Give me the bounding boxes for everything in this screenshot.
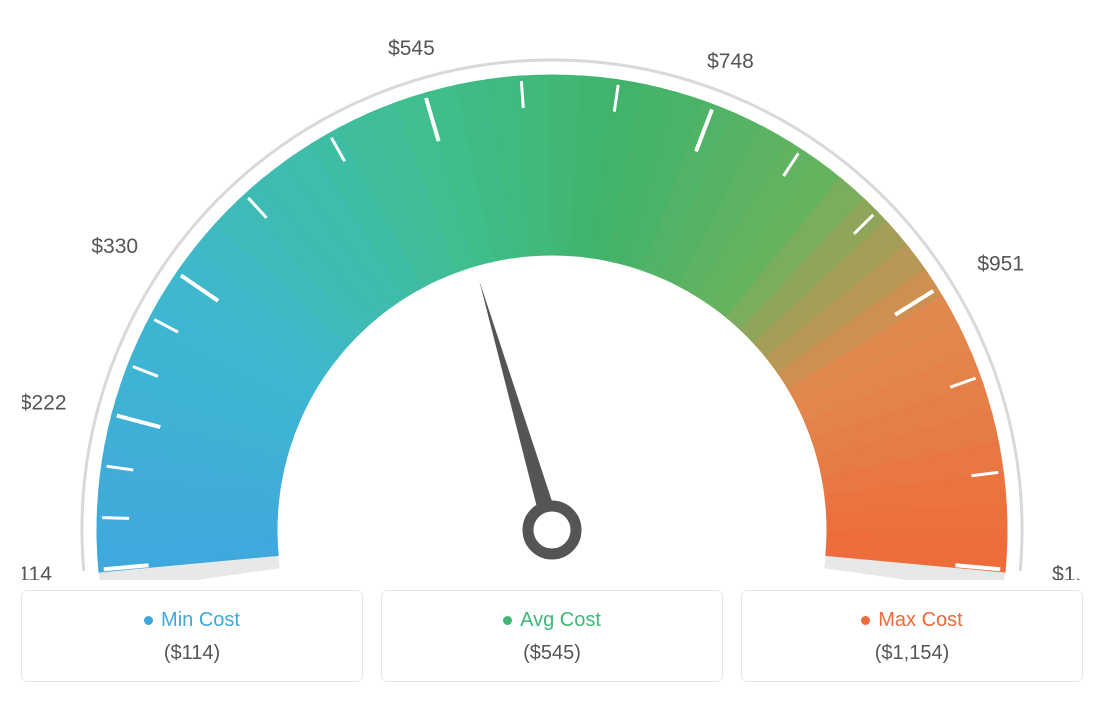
legend-dot-icon (503, 616, 512, 625)
minor-tick (521, 81, 523, 108)
legend-dot-icon (861, 616, 870, 625)
legend-value: ($1,154) (742, 642, 1082, 665)
legend-card: Min Cost ($114) (21, 590, 363, 682)
legend-label: Avg Cost (520, 609, 601, 632)
tick-label: $114 (22, 563, 52, 580)
legend-title: Min Cost (144, 609, 240, 632)
needle-hub (528, 506, 576, 554)
tick-label: $330 (91, 235, 138, 258)
legend-title: Max Cost (861, 609, 962, 632)
legend-value: ($545) (382, 642, 722, 665)
legend-card: Max Cost ($1,154) (741, 590, 1083, 682)
tick-label: $545 (388, 37, 435, 60)
legend-value: ($114) (22, 642, 362, 665)
legend-title: Avg Cost (503, 609, 601, 632)
needle (479, 280, 560, 532)
gauge-svg: $114 $222 $330 $545 $748 $951 $1,154 (22, 20, 1082, 580)
legend-dot-icon (144, 616, 153, 625)
cost-gauge: $114 $222 $330 $545 $748 $951 $1,154 (22, 20, 1082, 580)
legend-card: Avg Cost ($545) (381, 590, 723, 682)
legend-label: Max Cost (878, 609, 962, 632)
minor-tick (102, 518, 129, 519)
tick-label: $1,154 (1052, 563, 1082, 580)
tick-label: $748 (707, 50, 754, 73)
tick-label: $222 (22, 391, 67, 414)
legend-label: Min Cost (161, 609, 240, 632)
legend-row: Min Cost ($114) Avg Cost ($545) Max Cost ($1,… (21, 590, 1083, 682)
tick-label: $951 (977, 252, 1024, 275)
